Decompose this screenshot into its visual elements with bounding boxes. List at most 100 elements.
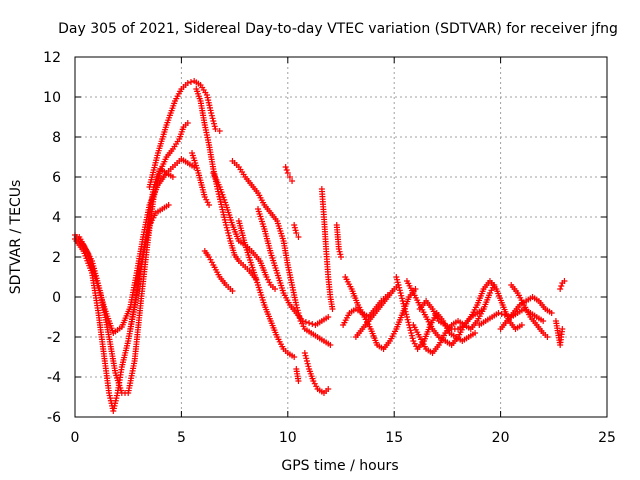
data-point	[395, 282, 402, 288]
data-point	[187, 79, 194, 85]
data-point	[295, 378, 302, 384]
data-point	[405, 319, 412, 326]
data-point	[399, 298, 406, 304]
data-point	[284, 170, 291, 176]
data-point	[329, 306, 336, 312]
data-point	[291, 354, 298, 360]
data-point	[394, 279, 401, 286]
data-point	[184, 120, 191, 126]
data-point	[283, 167, 290, 173]
data-point	[325, 314, 332, 320]
data-point	[559, 326, 566, 332]
y-tick-labels: -6 -4 -2 0 2 4 6 8 10 12	[43, 50, 61, 426]
data-point	[209, 115, 216, 122]
data-point	[325, 386, 332, 392]
data-point	[548, 310, 555, 316]
data-point	[293, 230, 300, 236]
data-point	[210, 118, 217, 124]
data-point	[518, 322, 525, 328]
data-point	[223, 224, 230, 231]
data-point	[409, 335, 416, 342]
x-tick-label: 25	[598, 430, 616, 446]
x-tick-labels: 0 5 10 15 20 25	[71, 430, 616, 446]
data-point	[498, 311, 505, 317]
data-point	[208, 112, 215, 119]
data-point	[211, 120, 218, 127]
data-point	[396, 284, 403, 291]
y-tick-label: 0	[52, 290, 61, 306]
data-point	[226, 235, 233, 242]
data-point	[224, 227, 231, 234]
data-point	[302, 352, 309, 359]
axis-ticks	[74, 56, 608, 418]
data-point	[403, 311, 410, 318]
x-tick-label: 10	[279, 430, 297, 446]
data-point	[294, 304, 301, 311]
data-point	[558, 283, 565, 289]
y-tick-label: 2	[52, 250, 61, 266]
data-point	[501, 312, 508, 318]
data-point	[338, 254, 344, 260]
data-point	[393, 274, 400, 280]
x-tick-label: 15	[385, 430, 403, 446]
data-point	[337, 251, 344, 258]
data-point	[169, 174, 176, 180]
data-point	[289, 178, 296, 184]
data-point	[495, 310, 502, 316]
data-point	[335, 246, 342, 252]
data-point	[206, 202, 213, 208]
data-point	[303, 355, 310, 362]
data-point	[229, 288, 236, 294]
data-point	[398, 292, 405, 299]
data-point	[309, 321, 316, 327]
data-point	[212, 126, 219, 132]
x-axis-title: GPS time / hours	[281, 458, 398, 474]
data-point	[544, 334, 551, 340]
data-point	[306, 320, 313, 326]
data-point	[397, 290, 404, 296]
data-point	[404, 316, 411, 323]
data-point	[223, 222, 230, 228]
data-point	[301, 350, 308, 356]
data-point	[412, 286, 419, 292]
data-point	[292, 227, 299, 234]
data-point	[291, 224, 298, 231]
data-point	[286, 174, 293, 180]
data-point	[299, 318, 306, 324]
data-point	[401, 303, 408, 310]
x-tick-label: 0	[71, 430, 80, 446]
data-point	[336, 248, 343, 255]
data-point	[399, 295, 406, 302]
data-point	[407, 327, 414, 334]
x-tick-label: 20	[492, 430, 510, 446]
data-point	[291, 222, 298, 228]
x-tick-label: 5	[177, 430, 186, 446]
data-points	[72, 78, 568, 414]
data-point	[216, 128, 223, 134]
data-point	[304, 360, 311, 367]
y-tick-label: 6	[52, 170, 61, 186]
data-point	[272, 286, 279, 292]
data-point	[293, 302, 300, 308]
data-point	[396, 287, 403, 294]
y-tick-label: -2	[47, 330, 61, 346]
y-tick-label: -6	[47, 410, 61, 426]
y-tick-label: 4	[52, 210, 61, 226]
data-point	[394, 276, 401, 283]
data-point	[401, 306, 408, 312]
data-point	[561, 278, 568, 284]
data-point	[225, 230, 232, 236]
y-tick-label: -4	[47, 370, 61, 386]
y-tick-label: 8	[52, 130, 61, 146]
data-point	[305, 363, 312, 370]
data-point	[165, 202, 172, 208]
data-point	[225, 232, 232, 239]
data-point	[557, 286, 564, 292]
y-axis-title: SDTVAR / TECUs	[8, 180, 24, 295]
data-point	[472, 330, 479, 336]
data-point	[408, 330, 415, 336]
data-point	[303, 358, 310, 364]
plot-frame	[74, 56, 608, 418]
data-point	[403, 314, 410, 320]
data-point	[208, 110, 215, 116]
